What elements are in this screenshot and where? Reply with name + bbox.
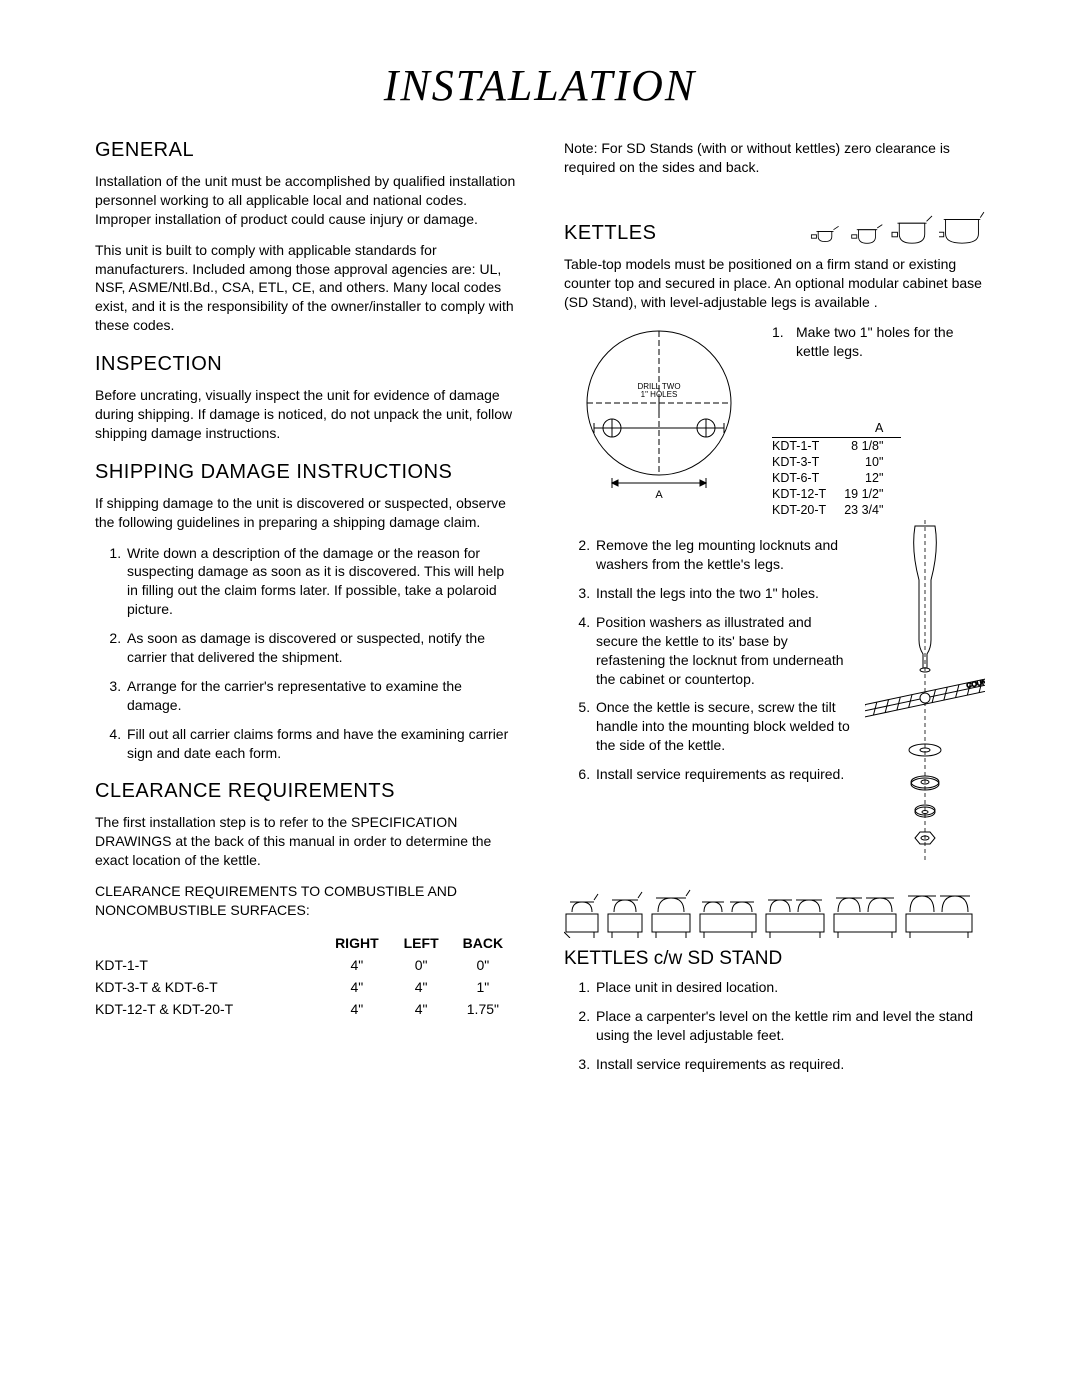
clearance-caption: CLEARANCE REQUIREMENTS TO COMBUSTIBLE AN… [95,882,516,920]
clearance-table: RIGHT LEFT BACK KDT-1-T 4" 0" 0" KDT-3-T… [95,932,516,1020]
stand-icon [564,884,600,938]
table-header: BACK [450,932,516,954]
table-cell: KDT-6-T [772,470,844,486]
stand-icon [764,884,826,938]
kettle-steps-list: Remove the leg mounting locknuts and was… [564,536,851,848]
stand-icons-row [564,884,985,938]
step-1: 1. Make two 1" holes for the kettle legs… [772,323,985,361]
table-cell: 0" [450,954,516,976]
list-item: Write down a description of the damage o… [125,544,516,620]
leg-assembly-diagram: COUNTERTOP [865,520,985,860]
general-paragraph-1: Installation of the unit must be accompl… [95,172,516,229]
shipping-list: Write down a description of the damage o… [95,544,516,763]
sd-note: Note: For SD Stands (with or without ket… [564,139,985,177]
kettle-icon [849,211,885,245]
sd-stand-list: Place unit in desired location. Place a … [564,978,985,1074]
steps-row: Remove the leg mounting locknuts and was… [564,536,985,860]
table-cell: 1.75" [450,998,516,1020]
mounting-diagram: DRILL TWO 1" HOLES A [564,323,754,513]
stand-icon [606,884,644,938]
table-cell: 0" [392,954,449,976]
list-item: Install service requirements as required… [594,765,851,784]
table-cell: 4" [321,998,392,1020]
stand-icon [650,884,692,938]
list-item: Place unit in desired location. [594,978,985,997]
clearance-heading: CLEARANCE REQUIREMENTS [95,780,516,803]
table-header: RIGHT [321,932,392,954]
dimension-table: A KDT-1-T8 1/8" KDT-3-T10" KDT-6-T12" KD… [772,419,901,518]
stand-icon [904,884,974,938]
table-cell: 4" [392,976,449,998]
list-item: Remove the leg mounting locknuts and was… [594,536,851,574]
table-cell: KDT-12-T & KDT-20-T [95,998,321,1020]
table-cell: KDT-3-T & KDT-6-T [95,976,321,998]
list-item: Once the kettle is secure, screw the til… [594,698,851,755]
table-header [95,932,321,954]
drill-label-2: 1" HOLES [641,390,678,399]
list-item: Arrange for the carrier's representative… [125,677,516,715]
table-cell: KDT-12-T [772,486,844,502]
table-cell: 12" [844,470,901,486]
stand-icon [698,884,758,938]
inspection-paragraph: Before uncrating, visually inspect the u… [95,386,516,443]
left-column: GENERAL Installation of the unit must be… [95,139,516,1086]
table-cell: 1" [450,976,516,998]
stand-icon [832,884,898,938]
table-cell: KDT-1-T [95,954,321,976]
two-column-layout: GENERAL Installation of the unit must be… [95,139,985,1086]
table-header: A [844,419,901,438]
table-cell: 8 1/8" [844,438,901,455]
list-item: As soon as damage is discovered or suspe… [125,629,516,667]
diagram-row: DRILL TWO 1" HOLES A 1. Make two 1" hole… [564,323,985,518]
list-item: Fill out all carrier claims forms and ha… [125,725,516,763]
page-title: INSTALLATION [95,60,985,111]
shipping-paragraph: If shipping damage to the unit is discov… [95,494,516,532]
dimension-a-label: A [655,489,663,501]
kettle-header-icons [807,203,985,245]
table-cell: 23 3/4" [844,502,901,518]
kettle-icon [891,205,933,245]
table-cell: 4" [321,954,392,976]
general-paragraph-2: This unit is built to comply with applic… [95,241,516,335]
table-cell: KDT-20-T [772,502,844,518]
countertop-label: COUNTERTOP [966,673,985,690]
step-number: 1. [772,323,796,361]
kettles-heading: KETTLES [564,222,801,245]
list-item: Install service requirements as required… [594,1055,985,1074]
step-text: Make two 1" holes for the kettle legs. [796,323,985,361]
table-header: LEFT [392,932,449,954]
right-column: Note: For SD Stands (with or without ket… [564,139,985,1086]
table-cell: 4" [392,998,449,1020]
shipping-heading: SHIPPING DAMAGE INSTRUCTIONS [95,461,516,484]
table-cell: 19 1/2" [844,486,901,502]
clearance-paragraph: The first installation step is to refer … [95,813,516,870]
table-cell: 10" [844,454,901,470]
table-cell: 4" [321,976,392,998]
list-item: Install the legs into the two 1" holes. [594,584,851,603]
kettle-icon [807,211,843,245]
list-item: Position washers as illustrated and secu… [594,613,851,689]
kettles-paragraph: Table-top models must be positioned on a… [564,255,985,312]
kettle-icon [939,203,985,245]
list-item: Place a carpenter's level on the kettle … [594,1007,985,1045]
sd-stand-heading: KETTLES c/w SD STAND [564,948,985,970]
table-cell: KDT-1-T [772,438,844,455]
general-heading: GENERAL [95,139,516,162]
table-cell: KDT-3-T [772,454,844,470]
inspection-heading: INSPECTION [95,353,516,376]
